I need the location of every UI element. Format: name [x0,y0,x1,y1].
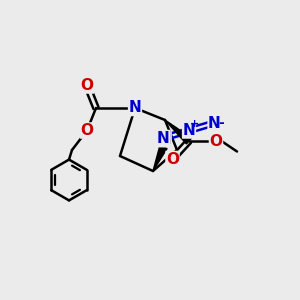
Text: O: O [209,134,223,148]
Text: -: - [218,116,224,130]
Text: N: N [129,100,141,116]
Text: N: N [208,116,221,130]
Text: N: N [157,130,170,146]
Text: N: N [159,132,171,147]
Text: N: N [183,123,195,138]
Text: +: + [190,119,200,129]
Text: O: O [80,78,94,93]
Polygon shape [153,146,167,171]
Text: O: O [80,123,94,138]
Polygon shape [165,120,192,144]
Text: O: O [166,152,179,166]
